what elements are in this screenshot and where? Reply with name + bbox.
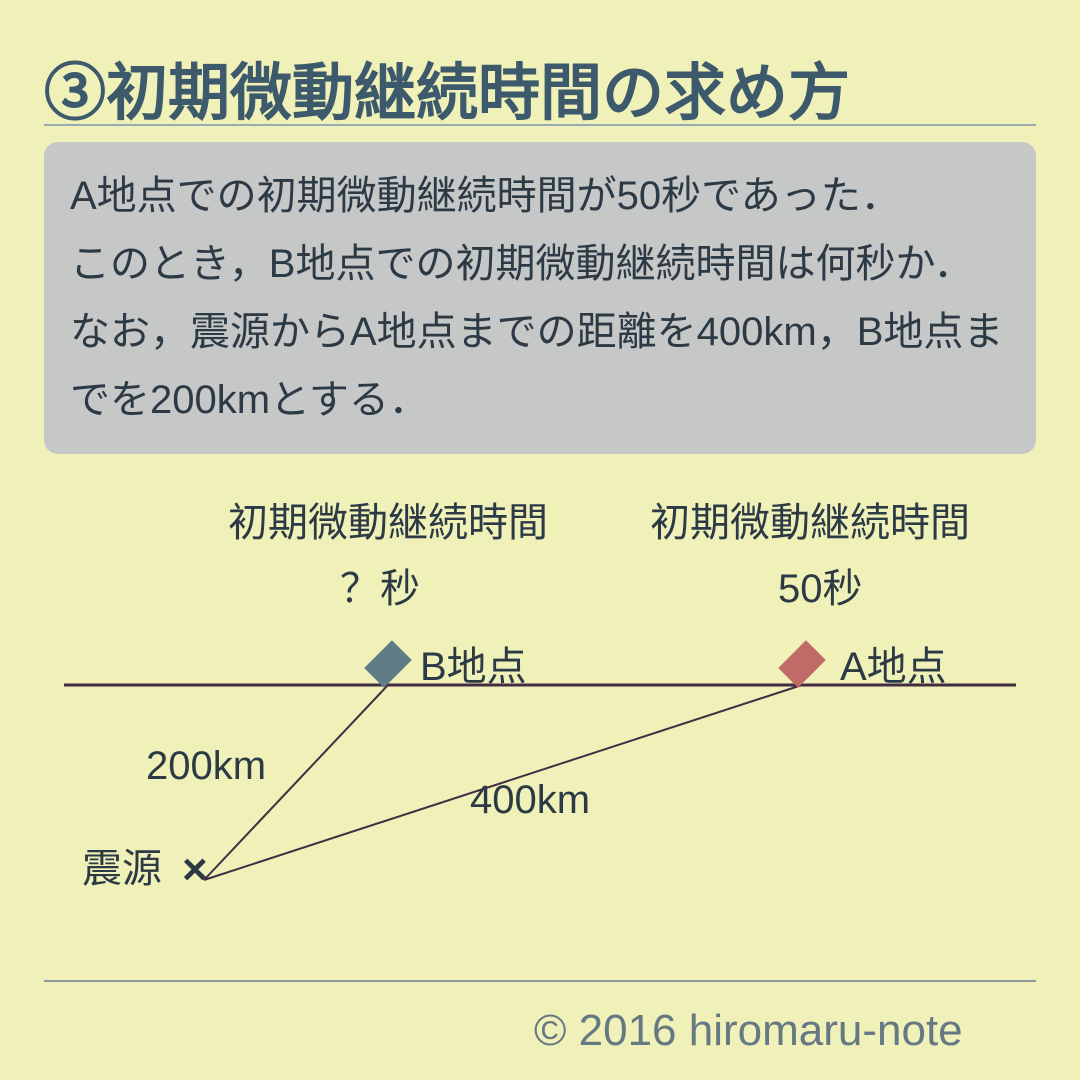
problem-statement: A地点での初期微動継続時間が50秒であった． このとき，B地点での初期微動継続時…	[44, 142, 1036, 454]
point-b-label: B地点	[420, 634, 527, 692]
point-a-label: A地点	[840, 634, 947, 692]
point-a-top-label-2: 50秒	[778, 556, 863, 614]
epicenter-label: 震源	[82, 836, 162, 894]
title-underline	[44, 124, 1036, 126]
copyright-text: © 2016 hiromaru-note	[534, 1006, 963, 1056]
epicenter-marker: ×	[182, 845, 208, 895]
page-root: ③初期微動継続時間の求め方 A地点での初期微動継続時間が50秒であった． このと…	[0, 0, 1080, 1080]
footer-divider	[44, 980, 1036, 982]
point-b-marker	[364, 640, 412, 688]
point-b-top-label-1: 初期微動継続時間	[228, 490, 548, 548]
distance-b-label: 200km	[146, 744, 266, 789]
distance-a-label: 400km	[470, 778, 590, 823]
point-b-top-label-2: ？秒	[340, 556, 420, 614]
point-a-top-label-1: 初期微動継続時間	[650, 490, 970, 548]
point-a-marker	[778, 640, 826, 688]
page-title: ③初期微動継続時間の求め方	[44, 42, 850, 132]
